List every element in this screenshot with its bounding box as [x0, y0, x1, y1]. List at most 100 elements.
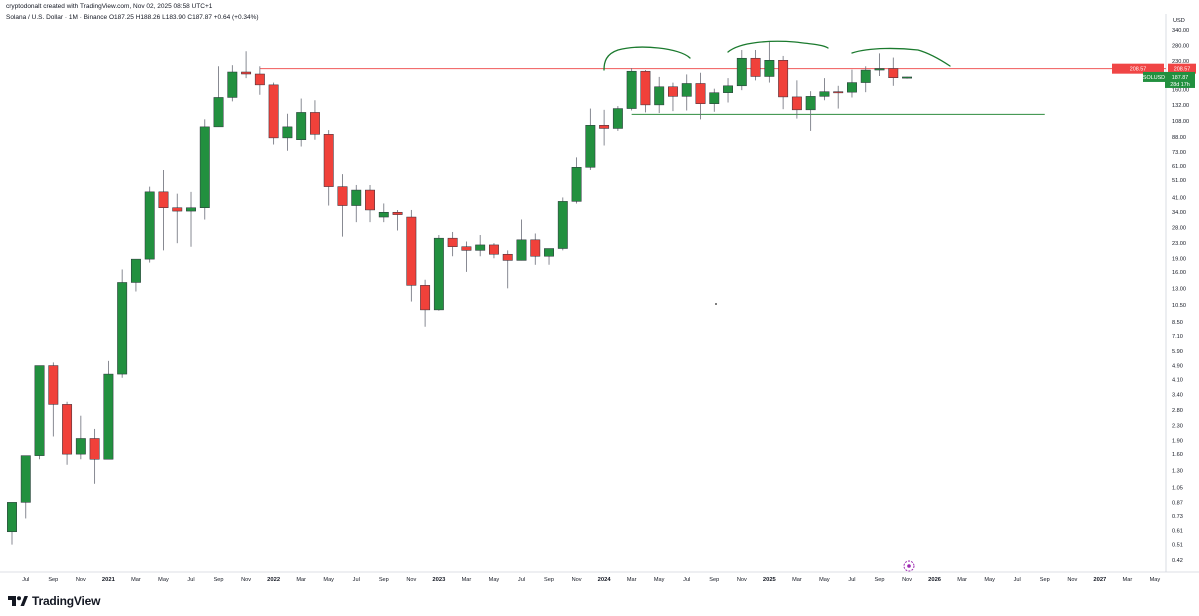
candle-body — [158, 191, 169, 208]
annotation-arc — [851, 47, 951, 67]
price-axis-tick: 16.00 — [1172, 270, 1186, 276]
last-price-value: 187.87 — [1172, 75, 1189, 81]
candle-body — [241, 71, 252, 75]
candle — [571, 157, 582, 204]
time-axis-tick: Jul — [1014, 577, 1021, 583]
candle-body — [130, 258, 141, 283]
horizontal-lines — [259, 68, 1166, 115]
candle — [213, 66, 224, 128]
stray-dot — [715, 303, 717, 305]
time-axis[interactable]: Jul Sep Nov 2021 Mar May Jul Sep Nov 2022 Mar May Ju… — [22, 577, 1160, 583]
candle — [420, 279, 431, 327]
candle-body — [186, 207, 196, 212]
time-axis-tick: Mar — [296, 577, 306, 583]
time-axis-tick: Mar — [792, 577, 802, 583]
candle-body — [571, 167, 582, 202]
time-axis-tick: Mar — [957, 577, 967, 583]
candle — [640, 70, 651, 113]
price-axis-tick: 2.30 — [1172, 423, 1183, 429]
candle-body — [654, 86, 665, 106]
price-axis-tick: 41.00 — [1172, 195, 1186, 201]
candle — [144, 186, 155, 263]
candle-body — [805, 96, 816, 111]
candle-body — [268, 84, 279, 139]
time-axis-tick: Jul — [353, 577, 360, 583]
time-axis-tick: Nov — [406, 577, 416, 583]
candle-body — [447, 237, 458, 247]
candle-body — [309, 112, 320, 135]
resistance-badge-left — [1112, 63, 1164, 74]
candle — [819, 78, 830, 101]
candle-body — [530, 239, 541, 257]
candle-body — [7, 502, 17, 533]
event-icon-ring — [903, 560, 915, 572]
candle — [20, 455, 31, 519]
time-axis-tick: Mar — [627, 577, 637, 583]
candle — [323, 130, 334, 206]
candle-body — [640, 70, 651, 106]
candle — [874, 53, 885, 77]
time-axis-tick: 2026 — [928, 577, 942, 583]
last-price-badge — [1165, 71, 1195, 88]
chart-created-by: cryptodonalt created with TradingView.co… — [6, 3, 213, 10]
candle — [392, 209, 403, 231]
symbol-ohlc-title: Solana / U.S. Dollar · 1M · Binance O187… — [6, 14, 259, 21]
candle-body — [117, 282, 128, 375]
candle-countdown: 28d 17h — [1170, 82, 1190, 88]
candle-body — [34, 365, 45, 456]
time-axis-tick: Jul — [683, 577, 690, 583]
time-axis-tick: Nov — [1067, 577, 1077, 583]
drawn-annotations — [603, 40, 951, 71]
candle — [309, 100, 320, 140]
candle-body — [695, 83, 706, 104]
misc-markers — [715, 303, 915, 572]
candle-body — [489, 244, 499, 255]
candle-body — [819, 91, 830, 97]
tradingview-logo[interactable]: TradingView — [8, 594, 100, 608]
candle — [695, 72, 706, 120]
candle-body — [833, 91, 844, 94]
candle — [365, 184, 375, 223]
annotation-arc — [603, 46, 691, 71]
price-axis-tick: 1.05 — [1172, 485, 1183, 491]
time-axis-tick: Nov — [902, 577, 912, 583]
price-axis-tick: 0.61 — [1172, 528, 1183, 534]
candle — [117, 269, 128, 378]
price-axis-tick: 4.90 — [1172, 364, 1183, 370]
event-icon — [903, 560, 915, 572]
candle — [778, 55, 789, 110]
candle-body — [557, 201, 568, 249]
chart-grid — [0, 14, 1199, 573]
candle-body — [502, 253, 513, 261]
candle-body — [461, 246, 472, 251]
symbol-badge — [1143, 71, 1165, 82]
candle — [888, 57, 899, 86]
price-axis[interactable]: USD340.00280.00230.00190.00160.00132.001… — [1172, 18, 1189, 564]
candle — [406, 209, 417, 302]
candle — [489, 243, 499, 259]
candle — [158, 169, 169, 251]
price-axis-tick: 0.87 — [1172, 500, 1183, 506]
candle — [668, 82, 678, 112]
time-axis-tick: Jul — [22, 577, 29, 583]
price-axis-tick: 34.00 — [1172, 210, 1186, 216]
candle — [791, 80, 802, 119]
candle-body — [365, 189, 375, 211]
candle — [433, 235, 444, 311]
time-axis-tick: May — [984, 577, 995, 583]
candle — [723, 78, 733, 103]
price-axis-unit: USD — [1173, 18, 1185, 24]
candle — [681, 74, 692, 111]
candle-body — [282, 126, 293, 139]
candle — [764, 41, 775, 83]
candle — [805, 91, 816, 131]
time-axis-tick: Jul — [848, 577, 855, 583]
time-axis-tick: 2027 — [1093, 577, 1106, 583]
time-axis-tick: Nov — [76, 577, 86, 583]
candle-body — [433, 237, 444, 311]
candle-body — [323, 134, 334, 187]
candle — [612, 106, 623, 131]
price-axis-tick: 1.30 — [1172, 469, 1183, 475]
